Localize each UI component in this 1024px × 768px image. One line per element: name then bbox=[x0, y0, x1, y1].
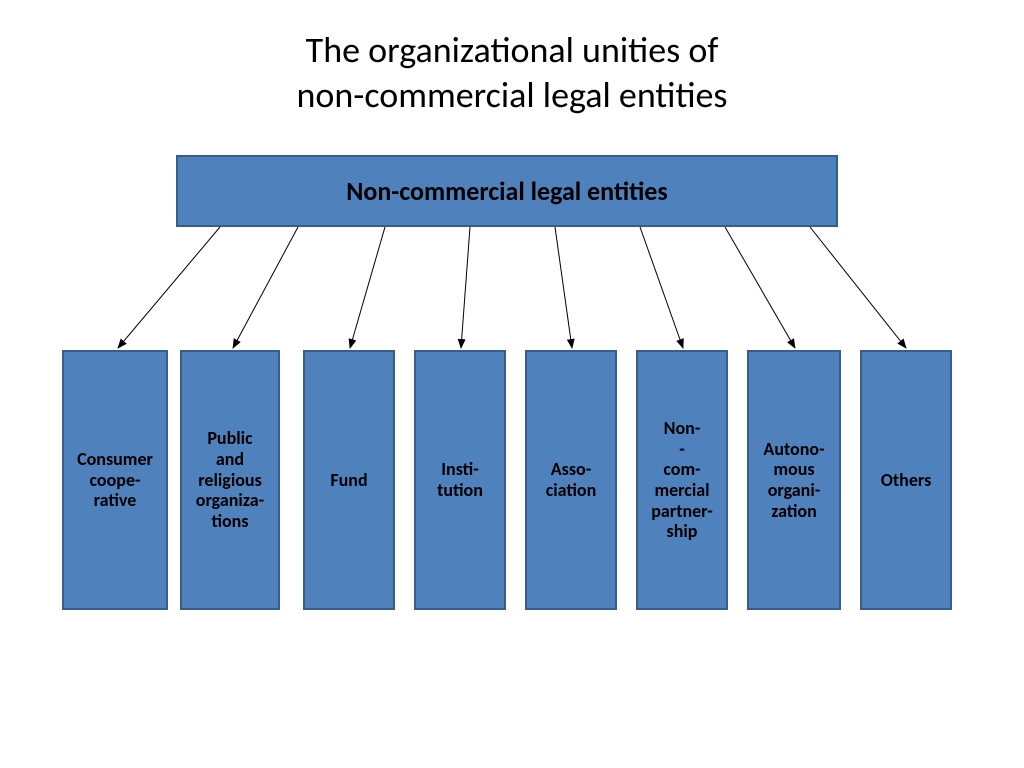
root-node: Non-commercial legal entities bbox=[176, 155, 838, 227]
child-node-label: Fund bbox=[330, 470, 367, 491]
child-node: Insti-tution bbox=[414, 350, 506, 610]
child-node: Fund bbox=[303, 350, 395, 610]
title-line-1: The organizational unities of bbox=[306, 28, 719, 72]
child-node-label: Asso-ciation bbox=[546, 459, 597, 500]
connector-arrow bbox=[640, 227, 683, 348]
child-node-label: Insti-tution bbox=[437, 459, 483, 500]
page-title: The organizational unities of non-commer… bbox=[0, 28, 1024, 118]
child-node-label: Non--com-mercialpartner-ship bbox=[651, 418, 712, 542]
child-node: Non--com-mercialpartner-ship bbox=[636, 350, 728, 610]
child-node-label: Publicandreligiousorganiza-tions bbox=[196, 428, 264, 531]
child-node: Autono-mousorgani-zation bbox=[747, 350, 841, 610]
connector-arrow bbox=[725, 227, 795, 348]
child-node-label: Others bbox=[881, 470, 932, 491]
connector-arrow bbox=[350, 227, 385, 348]
child-node: Others bbox=[860, 350, 952, 610]
child-node: Consumercoope-rative bbox=[62, 350, 168, 610]
connector-arrow bbox=[461, 227, 470, 348]
connector-arrow bbox=[118, 227, 220, 348]
child-node: Asso-ciation bbox=[525, 350, 617, 610]
title-line-2: non-commercial legal entities bbox=[296, 73, 727, 117]
child-node: Publicandreligiousorganiza-tions bbox=[180, 350, 280, 610]
root-node-label: Non-commercial legal entities bbox=[346, 175, 668, 207]
connector-arrow bbox=[555, 227, 572, 348]
child-node-label: Consumercoope-rative bbox=[77, 449, 153, 511]
connector-arrow bbox=[810, 227, 906, 348]
child-node-label: Autono-mousorgani-zation bbox=[763, 439, 824, 522]
connector-arrow bbox=[233, 227, 298, 348]
